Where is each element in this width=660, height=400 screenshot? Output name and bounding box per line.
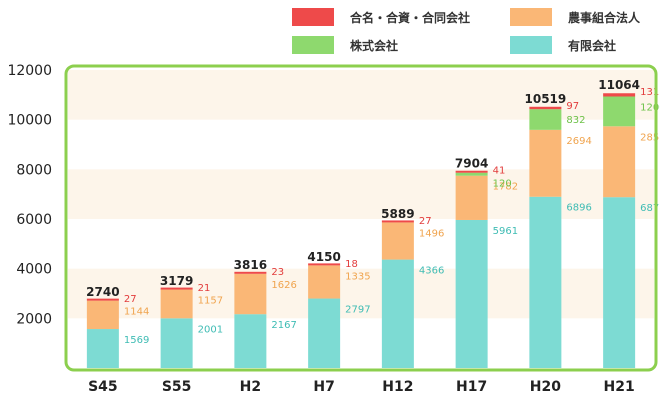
bar-value-label: 120 <box>493 179 512 190</box>
bar-segment-3 <box>455 172 488 176</box>
bar-value-label: 18 <box>345 259 358 270</box>
bar-segment-1 <box>455 219 488 368</box>
bar-segment-4 <box>308 263 341 266</box>
bar-segment-4 <box>455 170 488 173</box>
bar-value-label: 1626 <box>271 280 296 291</box>
bar-value-label: 2797 <box>345 305 370 316</box>
bar-total-label: 3816 <box>234 258 267 272</box>
bar-value-label: 97 <box>566 101 579 112</box>
bar-value-label: 1200 <box>640 102 660 113</box>
bar-value-label: 2855 <box>640 132 660 143</box>
x-tick-label: H21 <box>604 379 635 395</box>
bar-value-label: 1144 <box>124 307 149 318</box>
bar-value-label: 4366 <box>419 266 444 277</box>
bar-segment-1 <box>529 196 562 368</box>
bar-value-label: 131 <box>640 87 659 98</box>
x-tick-label: H12 <box>382 379 413 395</box>
x-tick-label: S45 <box>88 379 118 395</box>
legend-label: 株式会社 <box>350 38 398 53</box>
bar-segment-2 <box>86 300 119 330</box>
bar-value-label: 1335 <box>345 271 370 282</box>
legend-swatch <box>510 36 552 54</box>
bar-value-label: 1157 <box>198 296 223 307</box>
bar-value-label: 27 <box>419 216 432 227</box>
bar-segment-4 <box>160 287 193 290</box>
bar-segment-2 <box>381 222 414 260</box>
legend-label: 農事組合法人 <box>568 10 641 25</box>
bar-value-label: 2694 <box>566 136 591 147</box>
bar-segment-2 <box>160 289 193 319</box>
bar-value-label: 6896 <box>566 203 591 214</box>
legend-swatch <box>292 36 334 54</box>
y-tick-label: 8000 <box>16 162 52 178</box>
bar-total-label: 4150 <box>307 250 340 264</box>
bar-segment-4 <box>234 271 267 274</box>
bar-value-label: 832 <box>566 115 585 126</box>
y-tick-label: 2000 <box>16 311 52 327</box>
legend-label: 有限会社 <box>568 38 616 53</box>
bar-value-label: 23 <box>271 267 284 278</box>
bar-value-label: 27 <box>124 294 137 305</box>
bar-segment-2 <box>234 273 267 315</box>
plot-frame <box>64 64 658 372</box>
bar-value-label: 2167 <box>271 320 296 331</box>
bar-value-label: 1496 <box>419 228 444 239</box>
bar-total-label: 11064 <box>598 78 640 92</box>
bar-value-label: 5961 <box>493 226 518 237</box>
y-tick-label: 12000 <box>7 63 52 79</box>
bar-total-label: 5889 <box>381 207 414 221</box>
y-tick-label: 10000 <box>7 113 52 129</box>
bar-segment-3 <box>603 96 636 127</box>
bar-segment-1 <box>234 314 267 368</box>
bar-segment-1 <box>86 329 119 368</box>
bar-segment-2 <box>603 126 636 198</box>
bar-total-label: 7904 <box>455 157 488 171</box>
y-tick-label: 4000 <box>16 262 52 278</box>
legend-label: 合名・合資・合同会社 <box>350 10 470 25</box>
bar-total-label: 10519 <box>525 92 567 106</box>
bar-value-label: 2001 <box>198 324 223 335</box>
bar-segment-1 <box>603 197 636 368</box>
x-tick-label: H7 <box>313 379 334 395</box>
bar-segment-4 <box>86 298 119 301</box>
bar-segment-2 <box>529 129 562 197</box>
legend-swatch <box>292 8 334 26</box>
bar-segment-1 <box>381 259 414 368</box>
bar-segment-4 <box>529 106 562 110</box>
bar-segment-1 <box>160 318 193 368</box>
bar-segment-2 <box>308 265 341 299</box>
bar-value-label: 41 <box>493 166 506 177</box>
bar-total-label: 2740 <box>86 285 119 299</box>
y-tick-label: 6000 <box>16 212 52 228</box>
bar-segment-4 <box>381 220 414 223</box>
bar-segment-4 <box>603 93 636 97</box>
x-tick-label: H2 <box>240 379 261 395</box>
bar-value-label: 1569 <box>124 335 149 346</box>
bar-segment-3 <box>529 109 562 130</box>
bar-value-label: 21 <box>198 283 211 294</box>
bar-total-label: 3179 <box>160 274 193 288</box>
bar-segment-2 <box>455 175 488 220</box>
x-tick-label: H17 <box>456 379 487 395</box>
x-tick-label: S55 <box>162 379 192 395</box>
x-tick-label: H20 <box>530 379 561 395</box>
bar-segment-1 <box>308 298 341 368</box>
bar-value-label: 1782 <box>493 182 518 193</box>
legend-swatch <box>510 8 552 26</box>
bar-value-label: 6878 <box>640 203 660 214</box>
